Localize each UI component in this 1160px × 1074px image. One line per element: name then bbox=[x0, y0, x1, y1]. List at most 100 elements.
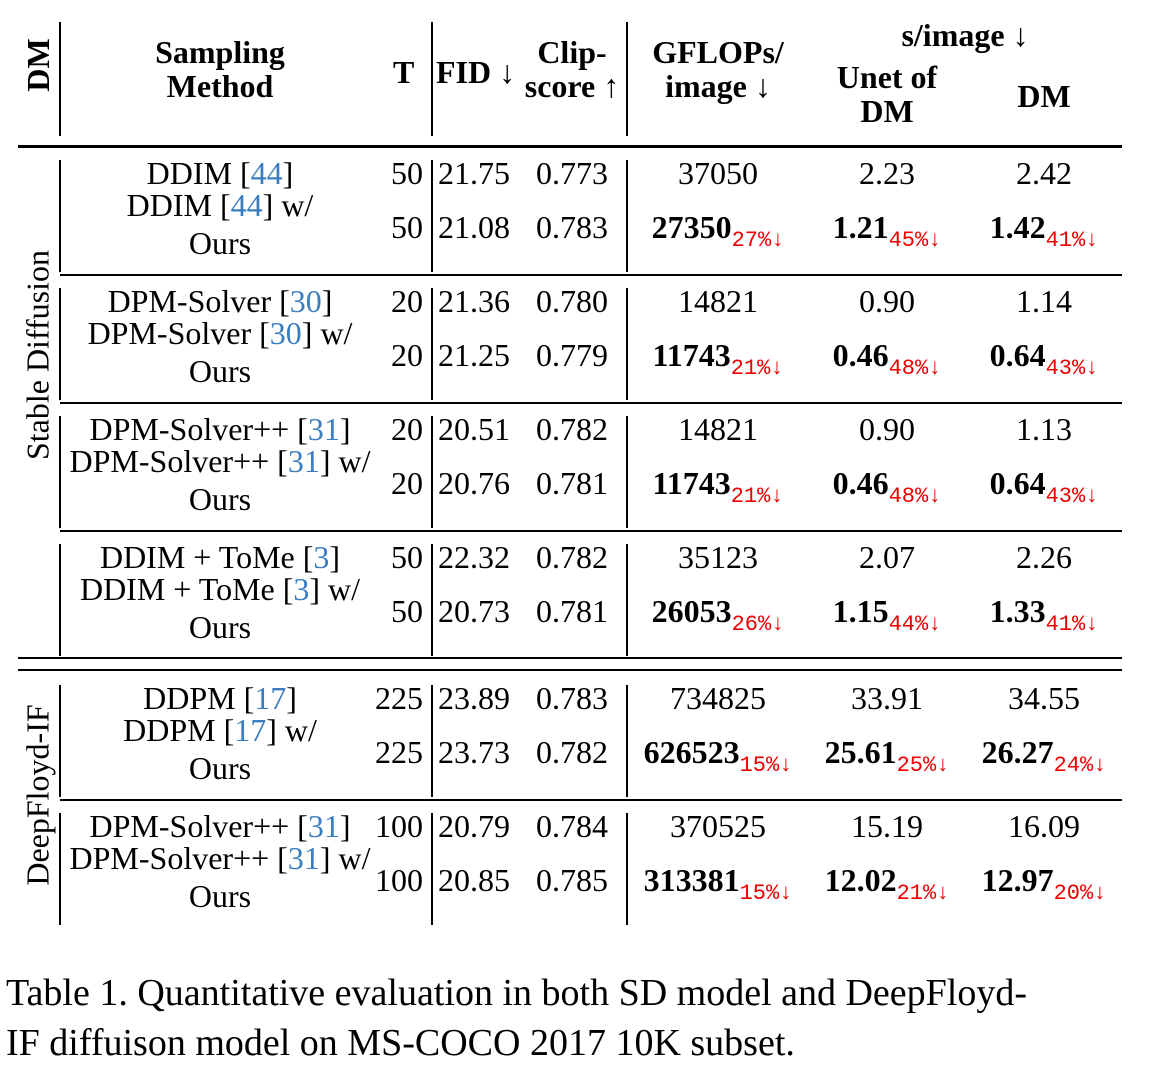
method-text: ] bbox=[321, 283, 333, 319]
method-name: DDIM + ToMe [3] w/ bbox=[80, 571, 360, 607]
divider bbox=[626, 544, 628, 656]
method-name: DPM-Solver++ [31] w/ bbox=[70, 443, 371, 479]
header-t: T bbox=[393, 54, 415, 90]
method-text: ] bbox=[286, 680, 297, 716]
gflops-cell: 2605326%↓ bbox=[652, 593, 785, 637]
citation-link[interactable]: 31 bbox=[287, 840, 320, 876]
gflops-cell: 370525 bbox=[670, 808, 766, 844]
clip-score-value: 0.779 bbox=[536, 337, 608, 373]
clip-score-value: 0.783 bbox=[536, 680, 608, 716]
header-dm-time: DM bbox=[1017, 78, 1071, 114]
unet-value: 2.07 bbox=[859, 539, 915, 575]
citation-link[interactable]: 3 bbox=[313, 539, 330, 575]
citation-link[interactable]: 44 bbox=[230, 187, 263, 223]
fid-value: 23.89 bbox=[438, 680, 510, 716]
dm-cell: 34.55 bbox=[1008, 680, 1080, 716]
dm-cell: 2.26 bbox=[1016, 539, 1072, 575]
method-name-ours: Ours bbox=[188, 481, 252, 517]
method-name: DDIM + ToMe [3] bbox=[100, 539, 340, 575]
gflops-value: 11743 bbox=[652, 465, 731, 501]
clip-score-value: 0.782 bbox=[536, 539, 608, 575]
clip-score-value: 0.783 bbox=[536, 209, 608, 245]
unet-value: 12.02 bbox=[824, 862, 897, 898]
method-name: DDPM [17] w/ bbox=[123, 712, 317, 748]
unet-value: 0.46 bbox=[832, 465, 889, 501]
citation-link[interactable]: 31 bbox=[307, 411, 340, 447]
method-text: ] w/ bbox=[309, 571, 361, 607]
citation-link[interactable]: 31 bbox=[307, 808, 340, 844]
gflops-cell: 35123 bbox=[678, 539, 758, 575]
divider bbox=[431, 22, 433, 136]
dm-value: 0.64 bbox=[989, 465, 1046, 501]
gflops-reduction-percent: 21%↓ bbox=[730, 356, 784, 381]
citation-link[interactable]: 30 bbox=[289, 283, 322, 319]
divider bbox=[59, 544, 61, 656]
fid-value: 22.32 bbox=[438, 539, 510, 575]
divider bbox=[626, 160, 628, 272]
dm-reduction-percent: 43%↓ bbox=[1045, 356, 1099, 381]
method-text: ] w/ bbox=[262, 187, 314, 223]
header-text: score ↑ bbox=[524, 68, 620, 104]
method-name-ours: Ours bbox=[188, 225, 252, 261]
method-name-ours: Ours bbox=[188, 878, 252, 914]
unet-value: 33.91 bbox=[851, 680, 923, 716]
unet-value: 0.90 bbox=[859, 411, 915, 447]
divider bbox=[59, 160, 61, 272]
gflops-cell: 734825 bbox=[670, 680, 766, 716]
dm-cell: 1.14 bbox=[1016, 283, 1072, 319]
gflops-reduction-percent: 15%↓ bbox=[739, 753, 793, 778]
method-name-ours: Ours bbox=[188, 353, 252, 389]
divider bbox=[626, 288, 628, 400]
header-unet-of-dm: Unet of DM bbox=[837, 60, 937, 128]
fid-value: 21.75 bbox=[438, 155, 510, 191]
clip-score-value: 0.785 bbox=[536, 862, 608, 898]
fid-value: 20.85 bbox=[438, 862, 510, 898]
unet-cell: 15.19 bbox=[851, 808, 923, 844]
divider bbox=[431, 813, 433, 925]
steps-t: 20 bbox=[391, 411, 423, 447]
citation-link[interactable]: 31 bbox=[287, 443, 320, 479]
dm-value: 2.26 bbox=[1016, 539, 1072, 575]
steps-t: 50 bbox=[391, 593, 423, 629]
dm-cell: 12.9720%↓ bbox=[982, 862, 1107, 906]
gflops-value: 11743 bbox=[652, 337, 731, 373]
citation-link[interactable]: 3 bbox=[293, 571, 310, 607]
method-text: ] w/ bbox=[319, 840, 371, 876]
dm-value: 2.42 bbox=[1016, 155, 1072, 191]
header-text: Unet of bbox=[836, 59, 938, 95]
clip-score-value: 0.780 bbox=[536, 283, 608, 319]
method-text: ] w/ bbox=[319, 443, 371, 479]
method-name: DPM-Solver++ [31] bbox=[90, 808, 351, 844]
citation-link[interactable]: 17 bbox=[254, 680, 287, 716]
divider bbox=[431, 685, 433, 797]
citation-link[interactable]: 30 bbox=[269, 315, 302, 351]
unet-value: 2.23 bbox=[859, 155, 915, 191]
divider bbox=[626, 685, 628, 797]
unet-reduction-percent: 45%↓ bbox=[888, 228, 942, 253]
citation-link[interactable]: 44 bbox=[250, 155, 283, 191]
citation-link[interactable]: 17 bbox=[234, 712, 267, 748]
dm-reduction-percent: 24%↓ bbox=[1053, 753, 1107, 778]
unet-value: 0.90 bbox=[859, 283, 915, 319]
method-name: DPM-Solver++ [31] bbox=[90, 411, 351, 447]
gflops-reduction-percent: 26%↓ bbox=[731, 612, 785, 637]
fid-value: 20.76 bbox=[438, 465, 510, 501]
gflops-cell: 37050 bbox=[678, 155, 758, 191]
unet-reduction-percent: 25%↓ bbox=[896, 753, 950, 778]
divider bbox=[626, 813, 628, 925]
gflops-cell: 2735027%↓ bbox=[652, 209, 785, 253]
gflops-value: 14821 bbox=[678, 411, 758, 447]
steps-t: 225 bbox=[375, 680, 423, 716]
dm-value: 26.27 bbox=[981, 734, 1054, 770]
steps-t: 100 bbox=[375, 862, 423, 898]
gflops-value: 626523 bbox=[643, 734, 740, 770]
method-text: DPM-Solver++ [ bbox=[89, 411, 308, 447]
divider bbox=[431, 416, 433, 528]
steps-t: 20 bbox=[391, 465, 423, 501]
unet-cell: 0.4648%↓ bbox=[833, 337, 942, 381]
dm-value: 1.42 bbox=[989, 209, 1046, 245]
divider bbox=[431, 288, 433, 400]
method-name: DPM-Solver [30] w/ bbox=[88, 315, 353, 351]
clip-score-value: 0.781 bbox=[536, 465, 608, 501]
